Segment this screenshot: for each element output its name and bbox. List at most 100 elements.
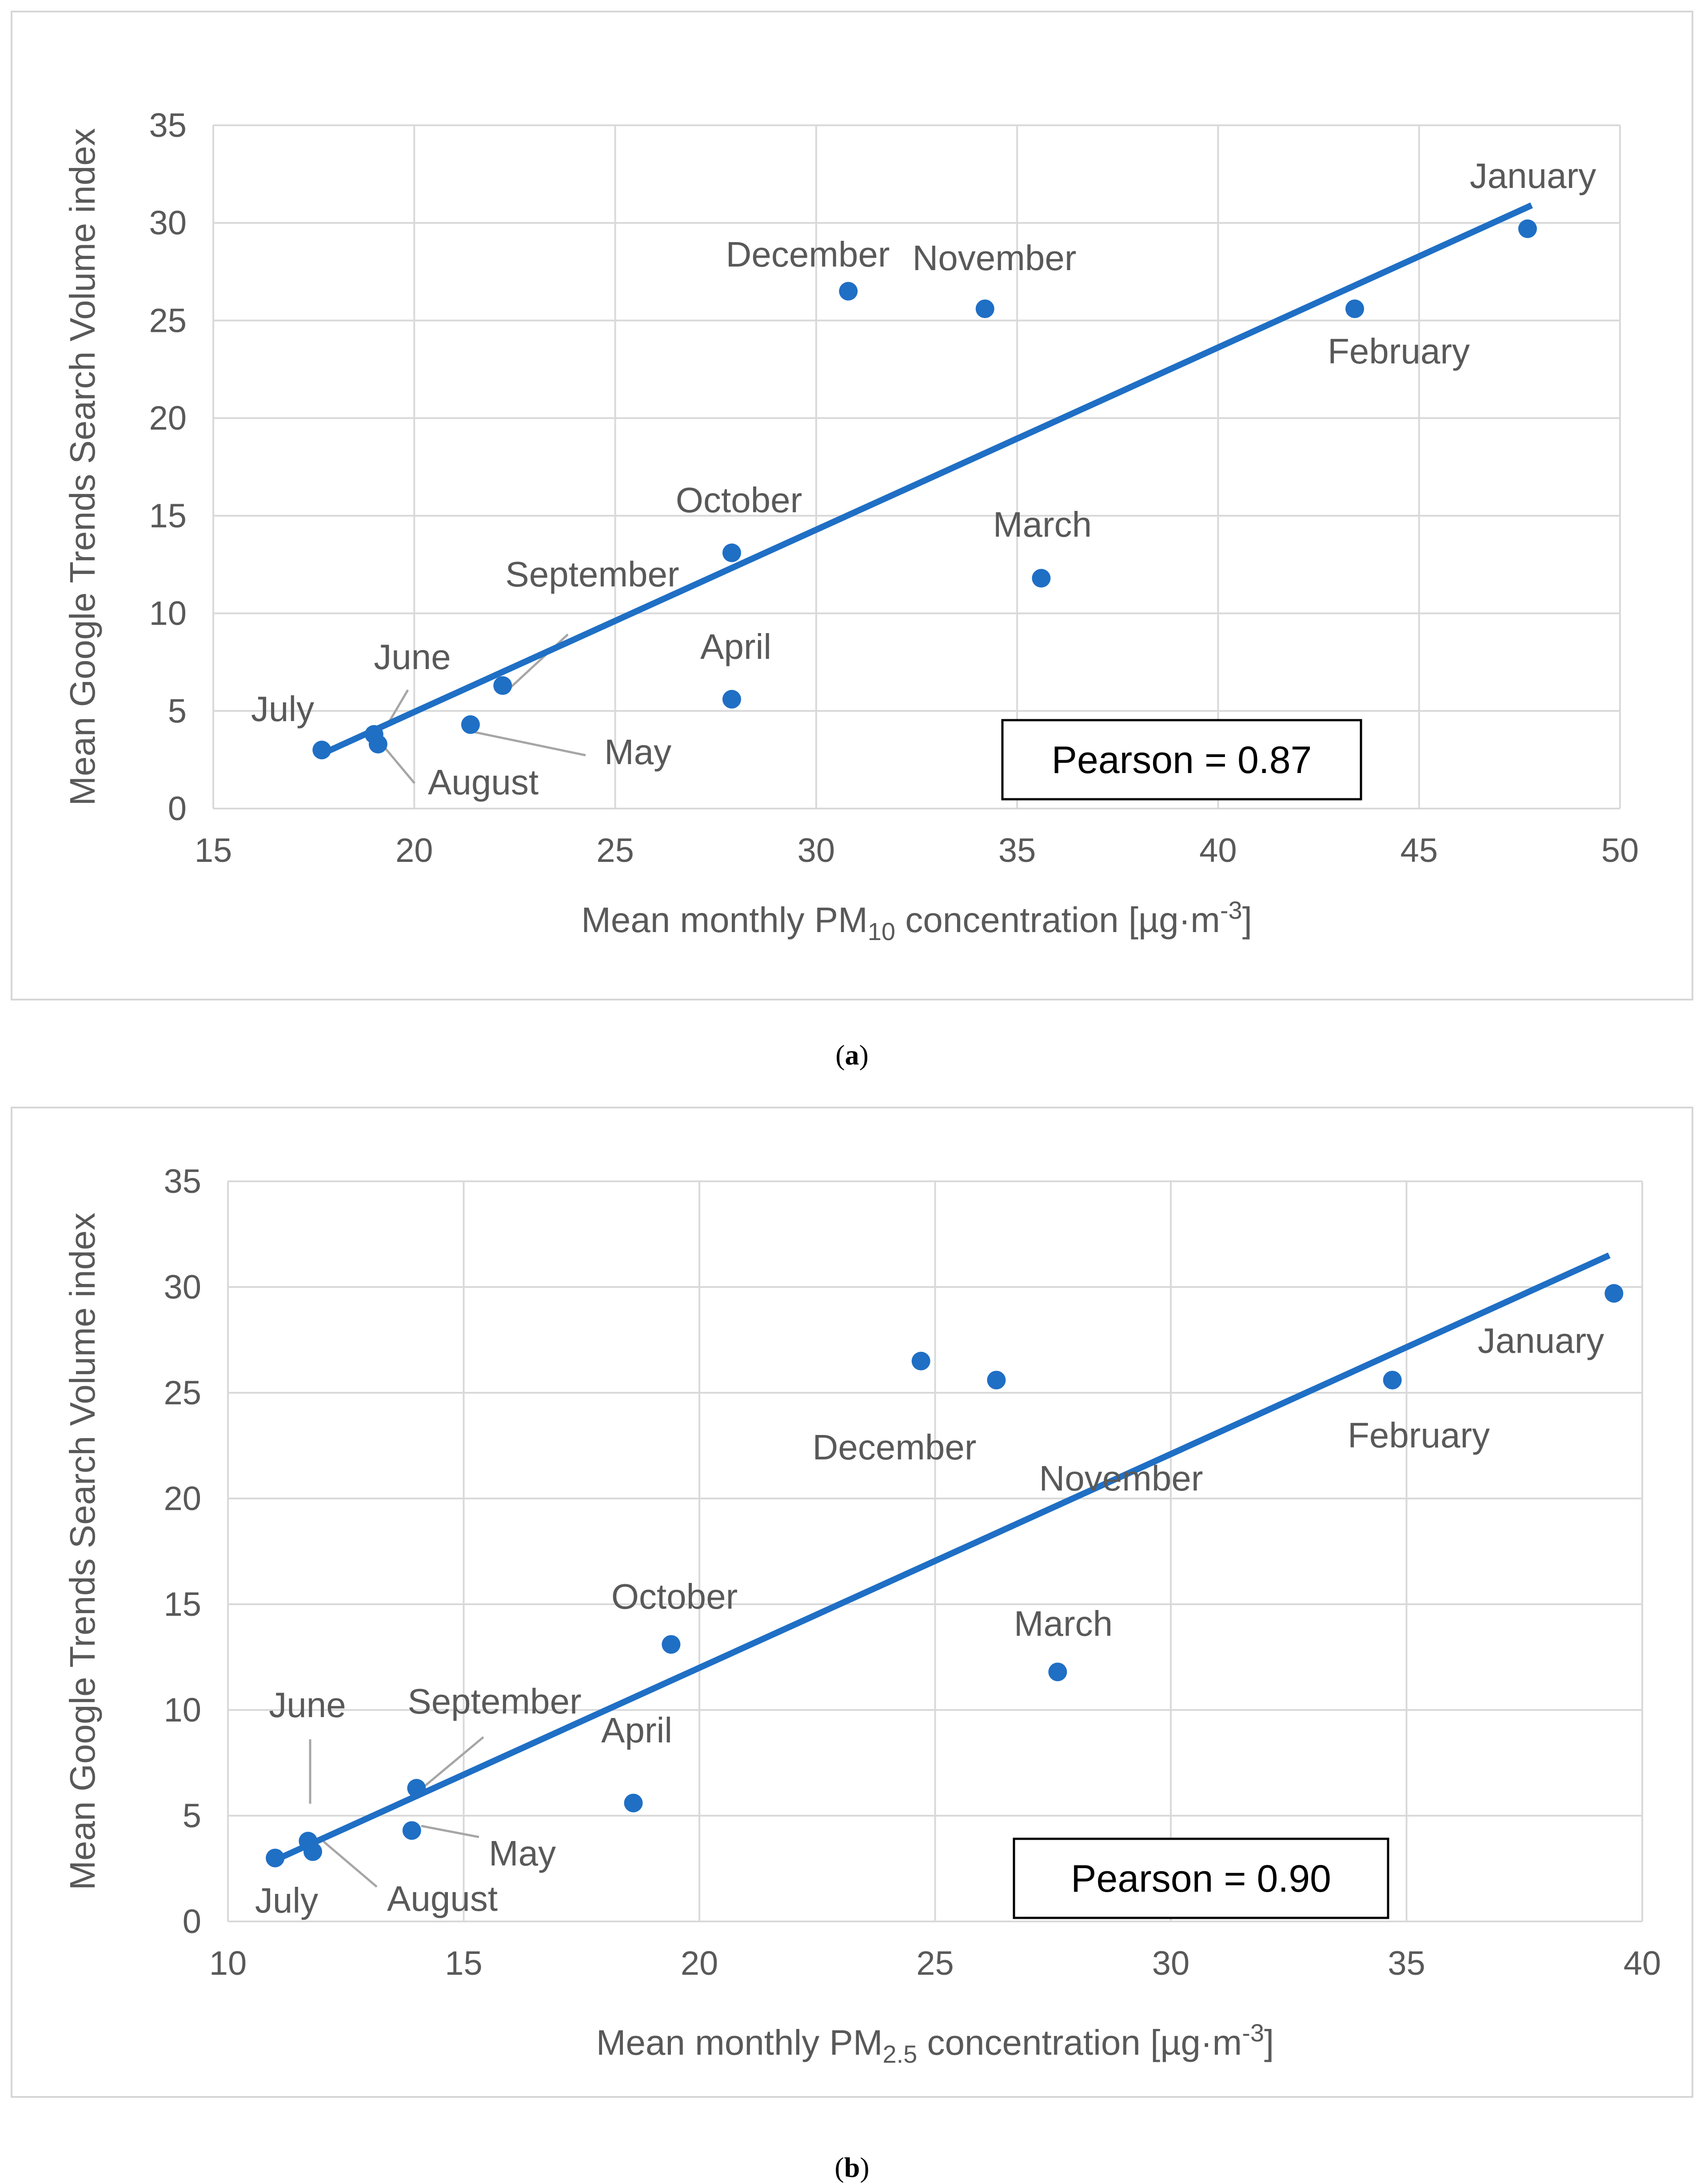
x-axis-title-superscript: -3: [1242, 2019, 1264, 2047]
point-label-january: January: [1470, 156, 1596, 195]
data-point-april: [624, 1793, 643, 1813]
leader-line-may: [474, 731, 586, 757]
point-label-september: September: [505, 554, 679, 594]
y-tick-label: 25: [149, 302, 187, 339]
x-tick-label: 20: [395, 832, 433, 869]
leader-line-may: [421, 1825, 479, 1838]
data-point-may: [461, 715, 480, 734]
data-point-october: [662, 1635, 681, 1654]
point-label-july: July: [255, 1881, 318, 1920]
point-label-june: June: [374, 637, 451, 677]
y-tick-label: 15: [164, 1586, 201, 1623]
x-axis-title-subscript: 2.5: [882, 2040, 917, 2068]
scatter-chart-b: 10 15 20 25 30 35 40 0 5 10 15 20 25 30 35 Mean Google …: [63, 1163, 1661, 2068]
y-tick-label: 5: [168, 692, 187, 730]
panel-caption-a: (a): [835, 1039, 869, 1071]
y-tick-label: 15: [149, 497, 187, 535]
data-point-august: [303, 1842, 322, 1861]
y-axis-title: Mean Google Trends Search Volume index: [63, 1212, 102, 1890]
x-tick-label: 40: [1624, 1945, 1661, 1982]
chart-panel-b: 10 15 20 25 30 35 40 0 5 10 15 20 25 30 35 Mean Google …: [11, 1107, 1693, 2098]
point-label-november: November: [912, 238, 1076, 278]
y-tick-label: 20: [164, 1480, 201, 1518]
x-tick-label: 30: [798, 832, 835, 869]
leader-line-august: [323, 1841, 378, 1888]
x-axis-title-prefix: Mean monthly PM: [581, 900, 868, 940]
pearson-annotation: Pearson = 0.90: [1071, 1857, 1331, 1900]
point-label-march: March: [1014, 1604, 1113, 1643]
point-label-april: April: [700, 627, 771, 666]
point-label-october: October: [611, 1577, 738, 1616]
data-point-march: [1032, 569, 1051, 588]
leader-line-august: [384, 747, 415, 784]
x-axis-title: Mean monthly PM10 concentration [µg·m-3]: [581, 896, 1252, 945]
point-label-june: June: [269, 1685, 346, 1725]
data-point-december: [911, 1351, 930, 1371]
y-tick-label: 0: [168, 790, 187, 828]
panel-caption-b: (b): [834, 2152, 870, 2183]
x-axis-title-suffix: concentration [µg·m: [895, 900, 1220, 940]
x-axis-title-end: ]: [1242, 900, 1252, 940]
point-label-august: August: [428, 762, 539, 802]
trendline: [274, 1252, 1611, 1863]
data-point-april: [722, 689, 741, 709]
data-point-february: [1345, 299, 1364, 319]
pearson-box: [1001, 719, 1362, 801]
data-point-january: [1604, 1284, 1624, 1303]
x-tick-label: 35: [998, 832, 1036, 869]
y-tick-label: 10: [149, 595, 187, 633]
x-tick-label: 25: [916, 1945, 954, 1982]
point-label-november: November: [1039, 1459, 1203, 1498]
leader-line-september: [418, 1736, 484, 1792]
data-point-september: [407, 1779, 426, 1798]
data-point-july: [312, 741, 331, 760]
x-axis-title-prefix: Mean monthly PM: [596, 2023, 883, 2062]
point-label-may: May: [489, 1833, 556, 1873]
data-point-january: [1518, 219, 1537, 238]
data-point-december: [839, 282, 858, 301]
trendline: [320, 202, 1533, 757]
y-tick-label: 25: [164, 1374, 201, 1412]
data-point-november: [987, 1371, 1006, 1390]
y-tick-label: 10: [164, 1691, 201, 1729]
x-axis-title: Mean monthly PM2.5 concentration [µg·m-3…: [596, 2019, 1274, 2068]
point-label-august: August: [387, 1879, 498, 1918]
point-label-january: January: [1478, 1321, 1604, 1360]
point-label-may: May: [604, 732, 671, 772]
x-tick-label: 25: [596, 832, 634, 869]
data-point-march: [1048, 1662, 1067, 1682]
point-label-december: December: [726, 235, 890, 274]
point-label-december: December: [812, 1427, 976, 1467]
x-tick-label: 50: [1601, 832, 1639, 869]
point-label-february: February: [1348, 1415, 1490, 1455]
data-point-september: [493, 676, 512, 695]
y-tick-label: 35: [164, 1163, 201, 1200]
pearson-box: [1013, 1837, 1389, 1919]
x-axis-title-end: ]: [1264, 2023, 1274, 2062]
data-point-august: [368, 734, 387, 753]
x-tick-label: 15: [195, 832, 232, 869]
y-tick-label: 0: [183, 1903, 201, 1941]
y-tick-label: 30: [149, 204, 187, 242]
x-axis-title-subscript: 10: [868, 917, 895, 945]
x-tick-label: 20: [681, 1945, 718, 1982]
data-point-november: [975, 299, 994, 319]
y-tick-label: 20: [149, 399, 187, 437]
scatter-chart-a: 15 20 25 30 35 40 45 50 0 5 10 15 20 25 30 35 Mean Googl…: [63, 107, 1639, 945]
point-label-february: February: [1328, 331, 1470, 371]
x-tick-label: 45: [1400, 832, 1438, 869]
x-axis-title-suffix: concentration [µg·m: [917, 2023, 1242, 2062]
x-tick-label: 40: [1199, 832, 1237, 869]
point-label-march: March: [993, 505, 1092, 544]
point-label-april: April: [601, 1710, 672, 1750]
pearson-annotation: Pearson = 0.87: [1052, 739, 1312, 781]
point-label-july: July: [251, 689, 314, 729]
data-point-october: [722, 543, 741, 562]
y-tick-label: 30: [164, 1268, 201, 1306]
point-label-october: October: [676, 480, 802, 520]
y-tick-label: 35: [149, 107, 187, 144]
x-tick-label: 35: [1388, 1945, 1425, 1982]
chart-panel-a: 15 20 25 30 35 40 45 50 0 5 10 15 20 25 30 35 Mean Googl…: [11, 11, 1693, 1000]
x-tick-label: 10: [209, 1945, 247, 1982]
x-tick-label: 30: [1152, 1945, 1190, 1982]
